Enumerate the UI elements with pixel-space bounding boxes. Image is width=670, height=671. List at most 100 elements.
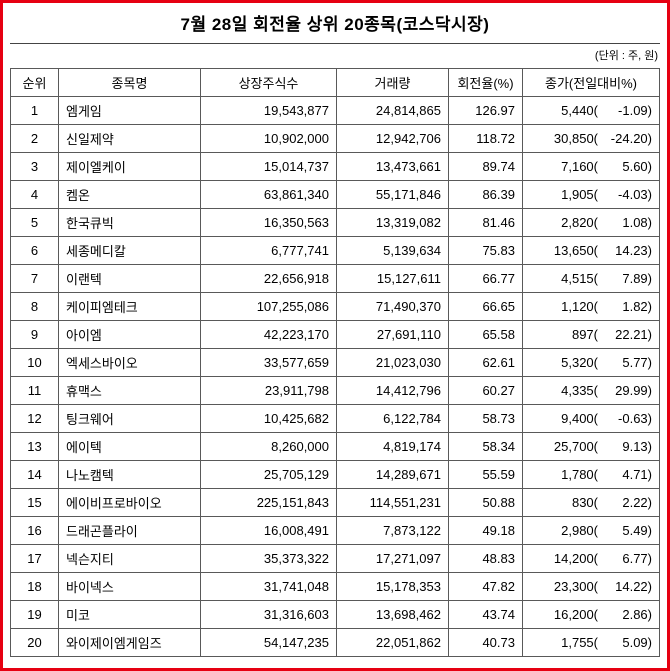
close-price-cell: 4,335(29.99) [522,376,660,405]
close-change: 14.22) [615,579,652,594]
table-row: 7 이랜텍 22,656,918 15,127,611 66.77 4,515(7.89) [10,264,660,293]
report-title: 7월 28일 회전율 상위 20종목(코스닥시장) [10,8,660,44]
stock-name-cell: 팅크웨어 [58,404,201,433]
close-change: 22.21) [615,327,652,342]
close-price: 25,700( [553,439,598,454]
volume-cell: 71,490,370 [336,292,449,321]
rank-cell: 7 [10,264,59,293]
volume-cell: 12,942,706 [336,124,449,153]
table-row: 14 나노캠텍 25,705,129 14,289,671 55.59 1,780(4.7… [10,460,660,489]
volume-cell: 22,051,862 [336,628,449,657]
turnover-cell: 58.73 [448,404,523,433]
column-header-1: 종목명 [58,68,201,97]
close-price: 5,320( [561,355,598,370]
listed-shares-cell: 33,577,659 [200,348,337,377]
close-change: -24.20) [610,131,652,146]
rank-cell: 16 [10,516,59,545]
rank-cell: 9 [10,320,59,349]
close-change: 1.08) [622,215,652,230]
table-row: 13 에이텍 8,260,000 4,819,174 58.34 25,700(9.13) [10,432,660,461]
rank-cell: 18 [10,572,59,601]
turnover-cell: 75.83 [448,236,523,265]
rank-cell: 11 [10,376,59,405]
close-price-cell: 1,120(1.82) [522,292,660,321]
column-header-3: 거래량 [336,68,449,97]
volume-cell: 14,412,796 [336,376,449,405]
close-price: 23,300( [553,579,598,594]
close-price-cell: 30,850( -24.20) [522,124,660,153]
close-price: 9,400( [561,411,598,426]
table-row: 9 아이엠 42,223,170 27,691,110 65.58 897(22.21) [10,320,660,349]
volume-cell: 24,814,865 [336,96,449,125]
close-price-cell: 9,400(-0.63) [522,404,660,433]
listed-shares-cell: 107,255,086 [200,292,337,321]
stock-name-cell: 와이제이엠게임즈 [58,628,201,657]
volume-cell: 14,289,671 [336,460,449,489]
close-change: 6.77) [622,551,652,566]
stock-name-cell: 바이넥스 [58,572,201,601]
close-price-cell: 7,160(5.60) [522,152,660,181]
close-price: 14,200( [553,551,598,566]
table-row: 15 에이비프로바이오 225,151,843 114,551,231 50.88 830… [10,488,660,517]
table-row: 12 팅크웨어 10,425,682 6,122,784 58.73 9,400(-0.6… [10,404,660,433]
rank-cell: 14 [10,460,59,489]
close-price: 2,820( [561,215,598,230]
close-change: 14.23) [615,243,652,258]
stock-name-cell: 신일제약 [58,124,201,153]
stock-name-cell: 켐온 [58,180,201,209]
listed-shares-cell: 16,350,563 [200,208,337,237]
close-price-cell: 1,755( 5.09) [522,628,660,657]
stock-name-cell: 미코 [58,600,201,629]
stock-name-cell: 세종메디칼 [58,236,201,265]
close-price-cell: 1,905(-4.03) [522,180,660,209]
volume-cell: 13,698,462 [336,600,449,629]
listed-shares-cell: 31,316,603 [200,600,337,629]
close-price: 2,980( [561,523,598,538]
listed-shares-cell: 10,425,682 [200,404,337,433]
stock-name-cell: 엑세스바이오 [58,348,201,377]
turnover-cell: 47.82 [448,572,523,601]
close-change: 5.77) [622,355,652,370]
close-price: 1,755( [561,635,598,650]
table-row: 19 미코 31,316,603 13,698,462 43.74 16,200(2.86… [10,600,660,629]
table-row: 1 엠게임 19,543,877 24,814,865 126.97 5,440(-1.0… [10,96,660,125]
turnover-cell: 60.27 [448,376,523,405]
close-change: 9.13) [622,439,652,454]
turnover-cell: 118.72 [448,124,523,153]
listed-shares-cell: 15,014,737 [200,152,337,181]
close-change: 29.99) [615,383,652,398]
listed-shares-cell: 225,151,843 [200,488,337,517]
listed-shares-cell: 22,656,918 [200,264,337,293]
rank-cell: 20 [10,628,59,657]
volume-cell: 15,178,353 [336,572,449,601]
table-row: 3 제이엘케이 15,014,737 13,473,661 89.74 7,160(5.6… [10,152,660,181]
turnover-cell: 65.58 [448,320,523,349]
stock-name-cell: 넥슨지티 [58,544,201,573]
listed-shares-cell: 8,260,000 [200,432,337,461]
close-change: 5.60) [622,159,652,174]
close-price-cell: 16,200(2.86) [522,600,660,629]
close-price-cell: 4,515( 7.89) [522,264,660,293]
listed-shares-cell: 54,147,235 [200,628,337,657]
close-change: 4.71) [622,467,652,482]
table-row: 18 바이넥스 31,741,048 15,178,353 47.82 23,300(14… [10,572,660,601]
rank-cell: 3 [10,152,59,181]
table-head: 순위 종목명 상장주식수 거래량 회전율(%) 종가(전일대비%) [10,68,660,97]
table-header-row: 순위 종목명 상장주식수 거래량 회전율(%) 종가(전일대비%) [10,68,660,97]
rank-cell: 17 [10,544,59,573]
close-price: 30,850( [553,131,598,146]
stock-name-cell: 에이텍 [58,432,201,461]
table-row: 10 엑세스바이오 33,577,659 21,023,030 62.61 5,320(5… [10,348,660,377]
stock-name-cell: 엠게임 [58,96,201,125]
close-change: 7.89) [622,271,652,286]
column-header-4: 회전율(%) [448,68,523,97]
volume-cell: 7,873,122 [336,516,449,545]
close-price: 1,905( [561,187,598,202]
listed-shares-cell: 19,543,877 [200,96,337,125]
rank-cell: 13 [10,432,59,461]
close-price: 4,515( [561,271,598,286]
table-row: 6 세종메디칼 6,777,741 5,139,634 75.83 13,650(14.2… [10,236,660,265]
close-change: -1.09) [618,103,652,118]
rank-cell: 5 [10,208,59,237]
close-change: 5.09) [622,635,652,650]
